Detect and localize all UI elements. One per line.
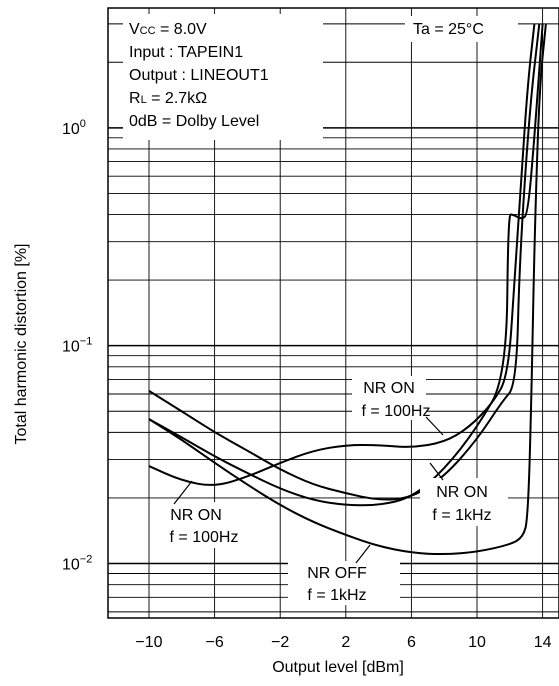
x-tick-label: −2 bbox=[271, 634, 289, 651]
input-condition: Input : TAPEIN1 bbox=[129, 44, 243, 61]
grid-lines bbox=[108, 8, 559, 618]
label-nr-off-1khz: NR OFF f = 1kHz bbox=[288, 561, 400, 605]
ta-condition: Ta = 25°C bbox=[413, 21, 484, 38]
label-nr-on-100hz: NR ON f = 100Hz bbox=[154, 502, 260, 548]
series-line-0 bbox=[148, 23, 536, 486]
x-tick-labels: −10 −6 −2 2 6 10 14 bbox=[135, 634, 551, 651]
series-label-line2: f = 100Hz bbox=[170, 529, 239, 546]
x-tick-label: −6 bbox=[205, 634, 223, 651]
x-tick-label: 10 bbox=[468, 634, 486, 651]
leader-line-100hz bbox=[173, 480, 193, 505]
series-label-line2: f = 100Hz bbox=[362, 403, 431, 420]
ta-box: Ta = 25°C bbox=[405, 16, 518, 42]
rl-condition: RL = 2.7kΩ bbox=[129, 90, 207, 107]
series-label-line1: NR ON bbox=[436, 484, 488, 501]
x-tick-label: −10 bbox=[135, 634, 162, 651]
conditions-box: VCC = 8.0V Input : TAPEIN1 Output : LINE… bbox=[123, 14, 323, 140]
reference-condition: 0dB = Dolby Level bbox=[129, 113, 259, 130]
y-tick-labels: 100 10−1 10−2 bbox=[62, 118, 92, 574]
leader-lines bbox=[173, 416, 444, 564]
leader-line-off bbox=[355, 544, 371, 564]
series-label-line2: f = 1kHz bbox=[307, 587, 366, 604]
series-label-line2: f = 1kHz bbox=[432, 507, 491, 524]
plot-frame bbox=[107, 7, 559, 619]
x-axis-label: Output level [dBm] bbox=[272, 659, 404, 676]
y-tick-label: 100 bbox=[62, 118, 86, 138]
series-label-line1: NR ON bbox=[363, 380, 415, 397]
leader-line-10khz bbox=[425, 416, 444, 436]
series-label-line1: NR OFF bbox=[307, 565, 367, 582]
x-tick-label: 14 bbox=[534, 634, 552, 651]
label-nr-on-10khz: NR ON f = 100Hz bbox=[352, 376, 430, 420]
y-tick-label: 10−1 bbox=[62, 336, 92, 356]
x-tick-label: 2 bbox=[341, 634, 350, 651]
leader-line-1khz bbox=[429, 462, 444, 481]
output-condition: Output : LINEOUT1 bbox=[129, 67, 269, 84]
x-tick-label: 6 bbox=[407, 634, 416, 651]
label-nr-on-1khz: NR ON f = 1kHz bbox=[420, 478, 508, 526]
series-line-3 bbox=[148, 23, 547, 556]
series-line-2 bbox=[148, 23, 541, 501]
series-label-line1: NR ON bbox=[170, 507, 222, 524]
y-tick-label: 10−2 bbox=[62, 554, 92, 574]
y-axis-label: Total harmonic distortion [%] bbox=[13, 244, 30, 445]
vcc-condition: VCC = 8.0V bbox=[129, 21, 207, 38]
